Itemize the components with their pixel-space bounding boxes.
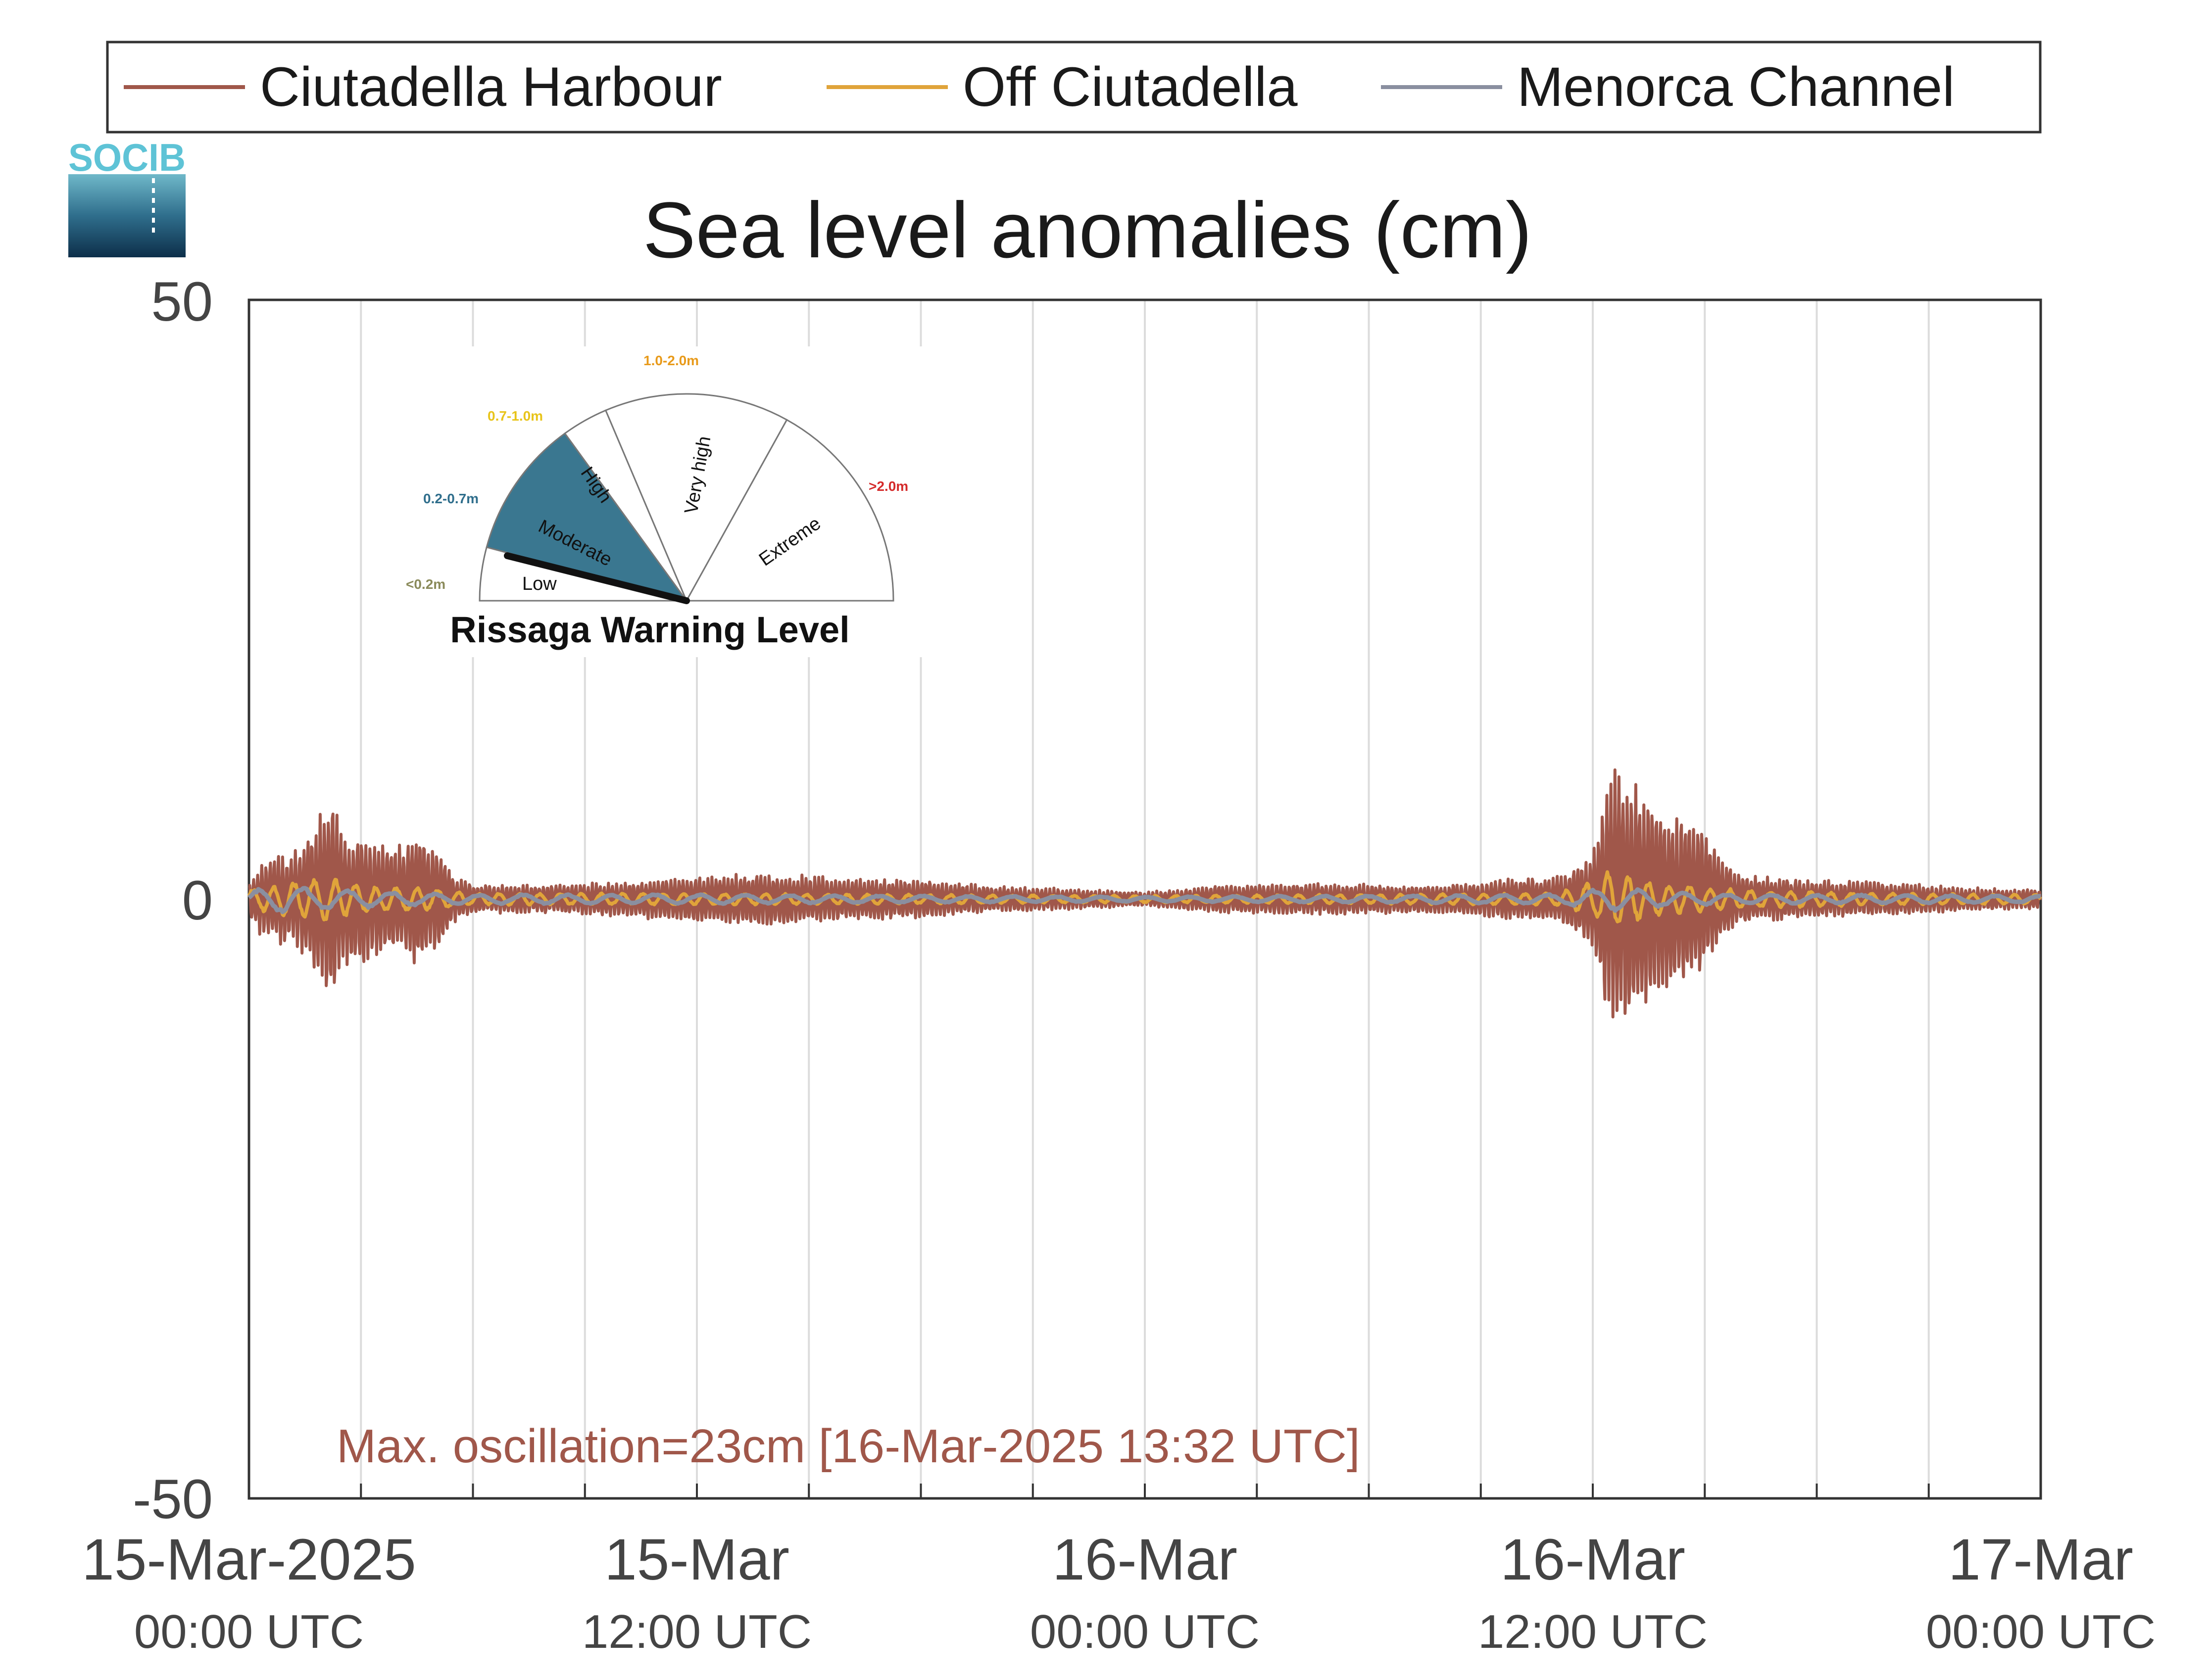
gauge-range-high: 0.7-1.0m (488, 408, 543, 424)
y-tick-label: 50 (151, 271, 213, 333)
legend-label-menorca-channel: Menorca Channel (1517, 56, 1955, 118)
gauge-range-very-high: 1.0-2.0m (643, 353, 699, 368)
y-axis: 50 0 -50 (133, 271, 213, 1530)
x-tick-sublabel: 00:00 UTC (1030, 1605, 1260, 1658)
gauge-sector-extreme (685, 419, 894, 602)
logo-text: SOCIB (68, 136, 186, 179)
series-group (247, 768, 2042, 1019)
y-tick-label: 0 (182, 869, 213, 931)
x-tick-label: 16-Mar (1500, 1527, 1685, 1592)
rissaga-gauge: <0.2m 0.2-0.7m 0.7-1.0m 1.0-2.0m >2.0m L… (398, 346, 933, 657)
max-oscillation-annotation: Max. oscillation=23cm [16-Mar-2025 13:32… (337, 1420, 1360, 1473)
gauge-sector-moderate (486, 432, 688, 602)
legend: Ciutadella Harbour Off Ciutadella Menorc… (106, 41, 2042, 134)
gauge-needle (504, 552, 690, 604)
x-tick-label: 16-Mar (1052, 1527, 1237, 1592)
gauge-label-low: Low (522, 574, 557, 594)
gauge-range-moderate: 0.2-0.7m (423, 491, 479, 506)
legend-box (106, 41, 2042, 134)
legend-label-off-ciutadella: Off Ciutadella (963, 56, 1298, 118)
chart-title: Sea level anomalies (cm) (643, 186, 1532, 274)
gauge-sector-very-high (604, 393, 788, 603)
x-tick-label: 15-Mar-2025 (82, 1527, 416, 1592)
gauge-range-low: <0.2m (406, 576, 445, 592)
x-tick-sublabel: 12:00 UTC (1478, 1605, 1708, 1658)
x-tick-sublabel: 12:00 UTC (582, 1605, 812, 1658)
gauge-range-extreme: >2.0m (869, 479, 908, 494)
x-tick-sublabel: 00:00 UTC (134, 1605, 364, 1658)
legend-label-ciutadella-harbour: Ciutadella Harbour (260, 56, 722, 118)
x-axis: 15-Mar-2025 00:00 UTC 15-Mar 12:00 UTC 16-Ma… (82, 1527, 2156, 1658)
logo-wave-block (68, 174, 186, 257)
gauge-title: Rissaga Warning Level (450, 609, 849, 650)
socib-logo: SOCIB (68, 136, 186, 257)
series-line-menorca-channel (247, 886, 2041, 914)
x-tick-label: 15-Mar (604, 1527, 789, 1592)
y-tick-label: -50 (133, 1468, 213, 1530)
x-tick-label: 17-Mar (1948, 1527, 2133, 1592)
x-tick-sublabel: 00:00 UTC (1926, 1605, 2156, 1658)
